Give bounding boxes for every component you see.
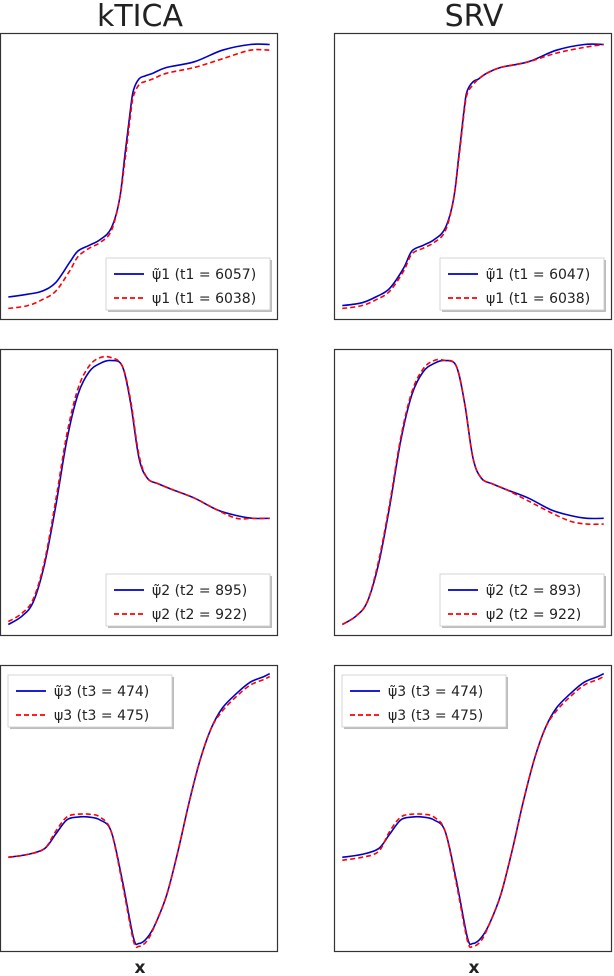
legend-label: ψ̃2 (t2 = 893) [486, 583, 581, 599]
series-line-exact [7, 355, 270, 623]
panel-ktica-row2: ψ̃2 (t2 = 895) ψ2 (t2 = 922) [0, 348, 279, 637]
legend-label: ψ1 (t1 = 6038) [486, 291, 590, 307]
legend-label: ψ3 (t3 = 475) [388, 708, 483, 724]
series-line-exact [342, 675, 605, 949]
legend-label: ψ̃1 (t1 = 6047) [486, 267, 590, 283]
legend-label: ψ2 (t2 = 922) [152, 607, 247, 623]
legend-label: ψ1 (t1 = 6038) [152, 291, 256, 307]
legend: ψ̃1 (t1 = 6047) ψ1 (t1 = 6038) [439, 257, 606, 312]
series-line-exact [342, 43, 604, 310]
legend: ψ̃2 (t2 = 895) ψ2 (t2 = 922) [105, 573, 272, 628]
panel-srv-row2: ψ̃2 (t2 = 893) ψ2 (t2 = 922) [333, 348, 613, 637]
series-line-exact [8, 48, 270, 310]
panel-srv-row1: ψ̃1 (t1 = 6047) ψ1 (t1 = 6038) [333, 32, 613, 321]
legend-box [7, 674, 173, 728]
legend-box [105, 257, 271, 311]
legend: ψ̃3 (t3 = 474) ψ3 (t3 = 475) [341, 674, 508, 729]
legend-box [439, 257, 605, 311]
legend: ψ̃3 (t3 = 474) ψ3 (t3 = 475) [7, 674, 174, 729]
legend-box [439, 573, 605, 627]
panels-group: ψ̃1 (t1 = 6057)ψ1 (t1 = 6038)ψ̃1 (t1 = 6… [0, 32, 613, 953]
legend-box [105, 573, 271, 627]
series-line-exact [8, 675, 271, 949]
legend-label: ψ̃3 (t3 = 474) [388, 684, 483, 700]
x-axis-label-left: x [135, 958, 146, 976]
panel-srv-row3: ψ̃3 (t3 = 474) ψ3 (t3 = 475) [333, 664, 613, 953]
panel-ktica-row3: ψ̃3 (t3 = 474) ψ3 (t3 = 475) [0, 664, 279, 953]
legend-label: ψ2 (t2 = 922) [486, 607, 581, 623]
series-line-approx [342, 672, 605, 946]
panel-ktica-row1: ψ̃1 (t1 = 6057) ψ1 (t1 = 6038) [0, 32, 279, 321]
legend-label: ψ3 (t3 = 475) [54, 708, 149, 724]
legend-label: ψ̃1 (t1 = 6057) [152, 267, 256, 283]
series-line-approx [8, 672, 271, 946]
column-title-srv: SRV [445, 0, 504, 34]
x-axis-label-right: x [469, 958, 480, 976]
column-title-ktica: kTICA [97, 0, 183, 34]
legend-box [341, 674, 507, 728]
series-line-approx [8, 43, 270, 298]
legend-label: ψ̃3 (t3 = 474) [54, 684, 149, 700]
legend: ψ̃1 (t1 = 6057) ψ1 (t1 = 6038) [105, 257, 272, 312]
legend-label: ψ̃2 (t2 = 895) [152, 583, 247, 599]
series-line-exact [341, 358, 604, 626]
legend: ψ̃2 (t2 = 893) ψ2 (t2 = 922) [439, 573, 606, 628]
